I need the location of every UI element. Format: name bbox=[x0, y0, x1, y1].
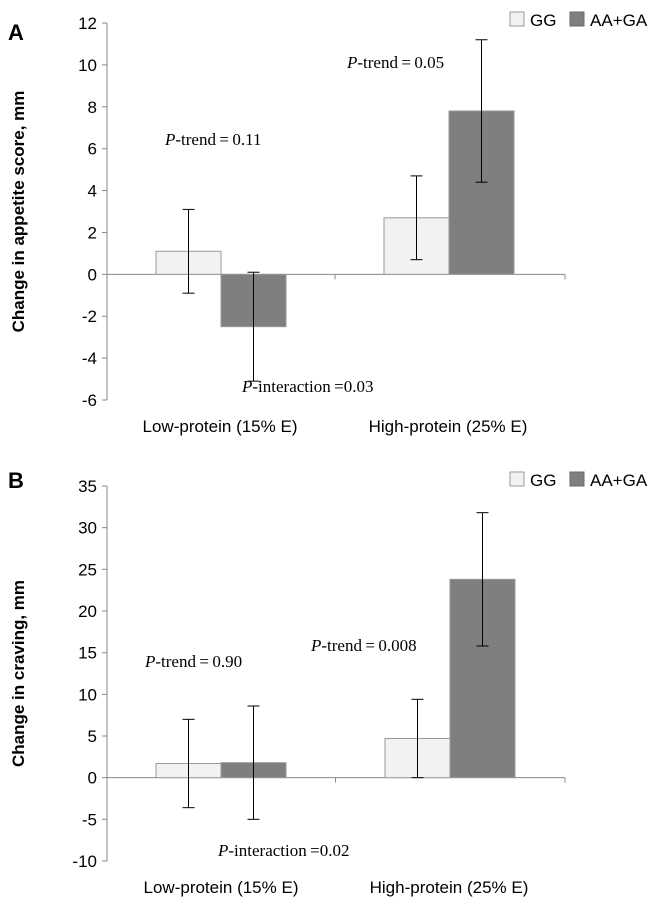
y-tick-label: 12 bbox=[78, 14, 97, 33]
p-value-annotation: P-trend = 0.11 bbox=[164, 130, 262, 149]
y-tick-label: 4 bbox=[88, 182, 97, 201]
legend-swatch-aa-ga bbox=[569, 471, 585, 487]
y-tick-label: 10 bbox=[78, 685, 97, 704]
legend-swatch-gg bbox=[509, 471, 525, 487]
panel-label: A bbox=[8, 20, 24, 45]
y-tick-label: 25 bbox=[78, 560, 97, 579]
chart-panel-a: A Change in appetite score, mm -6 -4 -2 0 2 4 6 8… bbox=[8, 11, 648, 436]
y-tick-label: -10 bbox=[72, 852, 97, 871]
legend-label-gg: GG bbox=[530, 11, 556, 30]
y-tick-label: 35 bbox=[78, 477, 97, 496]
y-tick-label: 2 bbox=[88, 223, 97, 242]
p-value-annotation: P-trend = 0.05 bbox=[346, 53, 444, 72]
y-tick-label: -4 bbox=[82, 349, 97, 368]
error-bar bbox=[475, 39, 488, 183]
error-bar bbox=[247, 271, 260, 382]
legend-swatch-gg bbox=[509, 11, 525, 27]
y-tick-label: 5 bbox=[88, 727, 97, 746]
chart-panel-b: B Change in craving, mm -10 -5 0 5 10 15 20 25 30 3… bbox=[8, 468, 648, 897]
category-label: Low-protein (15% E) bbox=[144, 878, 299, 897]
y-tick-label: -5 bbox=[82, 810, 97, 829]
error-bar bbox=[411, 698, 424, 779]
y-tick-label: -2 bbox=[82, 307, 97, 326]
y-tick-label: 0 bbox=[88, 265, 97, 284]
legend: GG AA+GA bbox=[509, 11, 648, 30]
y-tick-label: 10 bbox=[78, 56, 97, 75]
p-value-annotation: P-interaction =0.02 bbox=[217, 841, 349, 860]
y-tick-label: 8 bbox=[88, 98, 97, 117]
y-tick-label: 0 bbox=[88, 769, 97, 788]
legend: GG AA+GA bbox=[509, 471, 648, 490]
legend-swatch-aa-ga bbox=[569, 11, 585, 27]
category-label: High-protein (25% E) bbox=[369, 417, 528, 436]
category-label: High-protein (25% E) bbox=[370, 878, 529, 897]
y-tick-label: 30 bbox=[78, 519, 97, 538]
error-bar bbox=[476, 512, 489, 647]
p-value-annotation: P-interaction =0.03 bbox=[241, 377, 373, 396]
error-bar bbox=[247, 705, 260, 820]
p-value-annotation: P-trend = 0.008 bbox=[310, 636, 417, 655]
y-tick-label: -6 bbox=[82, 391, 97, 410]
y-axis-label: Change in appetite score, mm bbox=[9, 91, 28, 333]
y-tick-label: 20 bbox=[78, 602, 97, 621]
legend-label-aa-ga: AA+GA bbox=[590, 471, 648, 490]
error-bar bbox=[410, 175, 423, 261]
legend-label-gg: GG bbox=[530, 471, 556, 490]
error-bar bbox=[182, 718, 195, 809]
bar-aa-ga-high-protein bbox=[448, 110, 515, 275]
legend-label-aa-ga: AA+GA bbox=[590, 11, 648, 30]
y-axis-label: Change in craving, mm bbox=[9, 580, 28, 767]
y-tick-label: 15 bbox=[78, 644, 97, 663]
panel-label: B bbox=[8, 468, 24, 493]
p-value-annotation: P-trend = 0.90 bbox=[144, 652, 242, 671]
category-label: Low-protein (15% E) bbox=[143, 417, 298, 436]
y-tick-label: 6 bbox=[88, 140, 97, 159]
error-bar bbox=[182, 208, 195, 294]
